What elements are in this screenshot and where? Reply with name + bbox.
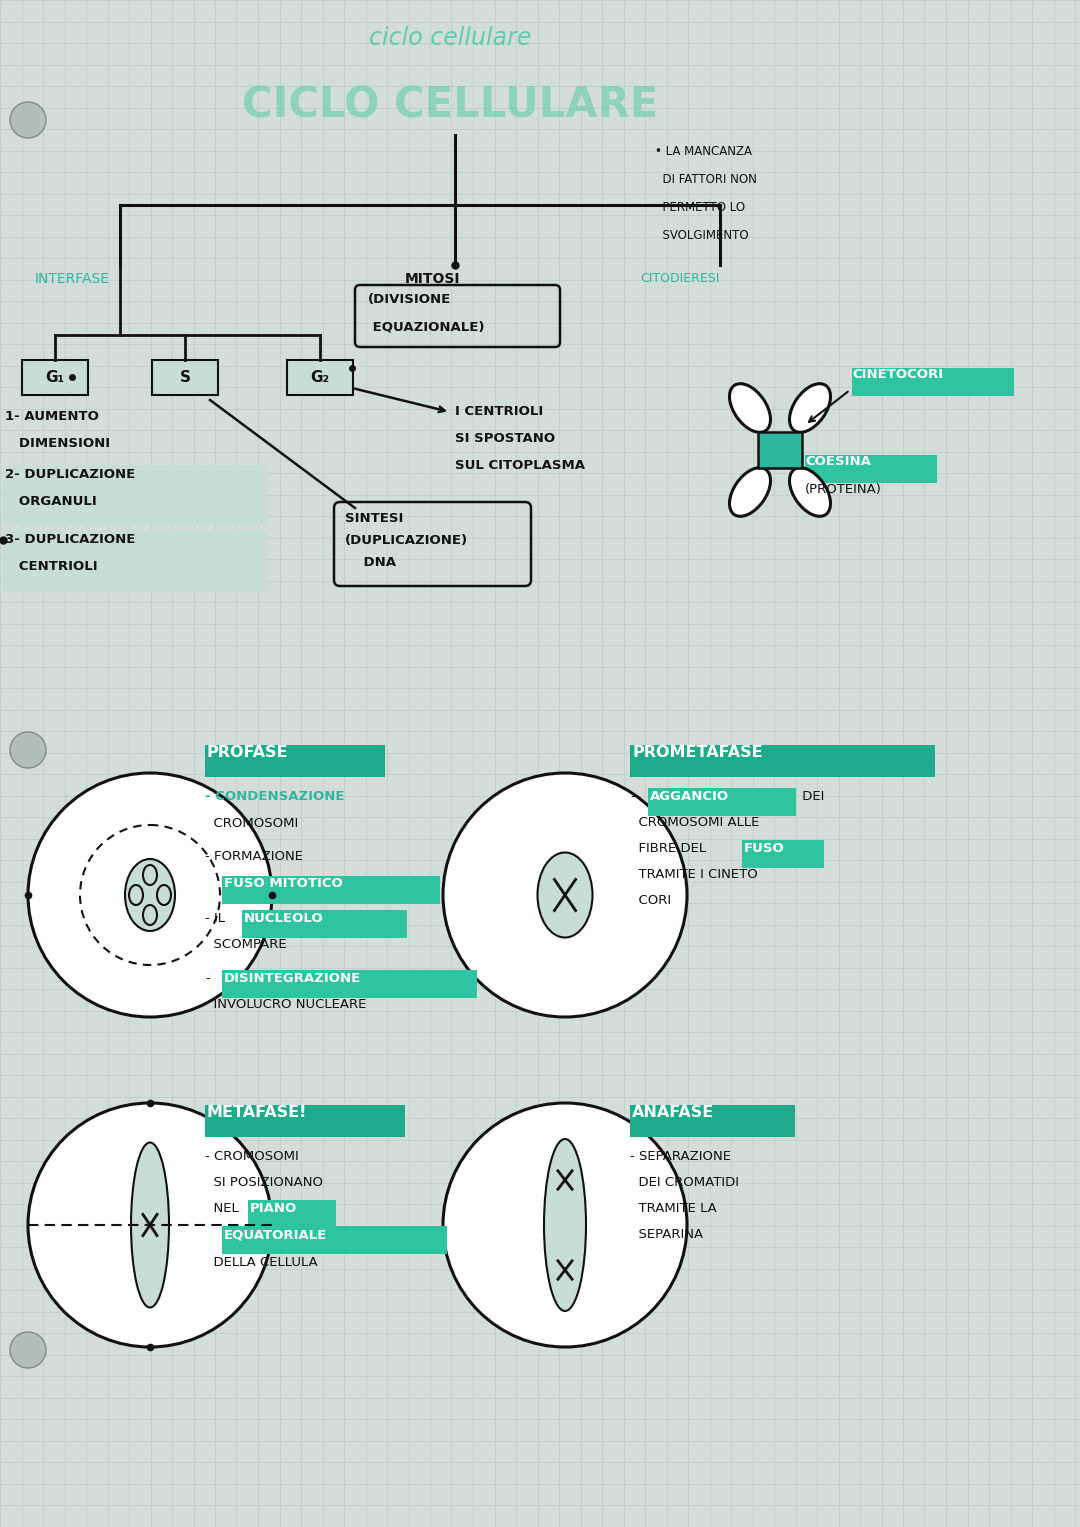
Text: - CROMOSOMI: - CROMOSOMI [205,1150,299,1164]
FancyBboxPatch shape [3,466,268,525]
Text: CENTRIOLI: CENTRIOLI [5,560,97,573]
Text: DNA: DNA [345,556,396,570]
Text: DIMENSIONI: DIMENSIONI [5,437,110,450]
Circle shape [443,1102,687,1347]
Circle shape [10,731,46,768]
Text: FIBRE DEL: FIBRE DEL [630,841,711,855]
Text: PROFASE: PROFASE [207,745,288,760]
Text: - CONDENSAZIONE: - CONDENSAZIONE [205,789,345,803]
Text: SCOMPARE: SCOMPARE [205,938,286,951]
Text: DELLA CELLULA: DELLA CELLULA [205,1257,318,1269]
Text: PIANO: PIANO [249,1202,297,1215]
Text: • LA MANCANZA: • LA MANCANZA [654,145,752,157]
FancyBboxPatch shape [852,368,1014,395]
FancyBboxPatch shape [248,1200,336,1228]
Text: -: - [630,789,635,803]
Text: PERMETTO LO: PERMETTO LO [654,202,745,214]
Text: EQUAZIONALE): EQUAZIONALE) [368,321,485,333]
Text: ciclo cellulare: ciclo cellulare [368,26,531,50]
FancyBboxPatch shape [222,970,477,999]
Text: - SEPARAZIONE: - SEPARAZIONE [630,1150,731,1164]
Ellipse shape [729,383,770,432]
Circle shape [28,773,272,1017]
FancyBboxPatch shape [3,530,268,592]
Text: S: S [179,370,190,385]
Text: DEI: DEI [798,789,824,803]
Text: SUL CITOPLASMA: SUL CITOPLASMA [455,460,585,472]
Text: -: - [205,973,210,985]
Text: TRAMITE I CINETO: TRAMITE I CINETO [630,867,758,881]
FancyBboxPatch shape [205,1106,405,1138]
Text: DEI CROMATIDI: DEI CROMATIDI [630,1176,739,1190]
Ellipse shape [544,1139,586,1312]
Text: 1- AUMENTO: 1- AUMENTO [5,411,99,423]
Text: I CENTRIOLI: I CENTRIOLI [455,405,543,418]
Text: G₁: G₁ [45,370,65,385]
FancyBboxPatch shape [152,360,218,395]
Text: - FORMAZIONE: - FORMAZIONE [205,851,303,863]
Text: SI SPOSTANO: SI SPOSTANO [455,432,555,444]
Text: SVOLGIMENTO: SVOLGIMENTO [654,229,748,241]
Ellipse shape [125,860,175,931]
Text: CROMOSOMI ALLE: CROMOSOMI ALLE [630,815,759,829]
Circle shape [28,1102,272,1347]
Text: G₂: G₂ [310,370,329,385]
FancyBboxPatch shape [242,910,407,938]
FancyBboxPatch shape [22,360,87,395]
Text: DI FATTORI NON: DI FATTORI NON [654,173,757,186]
Text: CINETOCORI: CINETOCORI [852,368,943,382]
Text: FUSO MITOTICO: FUSO MITOTICO [224,876,342,890]
Ellipse shape [789,467,831,516]
Ellipse shape [729,467,770,516]
Circle shape [10,1332,46,1368]
Text: 2- DUPLICAZIONE: 2- DUPLICAZIONE [5,467,135,481]
Text: TRAMITE LA: TRAMITE LA [630,1202,717,1215]
Text: NUCLEOLO: NUCLEOLO [244,912,324,925]
Text: (DUPLICAZIONE): (DUPLICAZIONE) [345,534,468,547]
FancyBboxPatch shape [630,1106,795,1138]
Text: DISINTEGRAZIONE: DISINTEGRAZIONE [224,973,361,985]
Text: INTERFASE: INTERFASE [35,272,110,286]
Circle shape [443,773,687,1017]
Ellipse shape [789,383,831,432]
Text: COESINA: COESINA [805,455,870,467]
FancyBboxPatch shape [805,455,937,483]
Ellipse shape [131,1142,168,1307]
Text: CITODIERESI: CITODIERESI [640,272,719,286]
Text: - IL: - IL [205,912,229,925]
Text: ANAFASE: ANAFASE [632,1106,714,1119]
FancyBboxPatch shape [758,432,802,467]
Text: ORGANULI: ORGANULI [5,495,97,508]
Circle shape [10,102,46,137]
Text: EQUATORIALE: EQUATORIALE [224,1228,327,1241]
FancyBboxPatch shape [630,745,935,777]
Text: INVOLUCRO NUCLEARE: INVOLUCRO NUCLEARE [205,999,366,1011]
Text: CORI: CORI [630,893,671,907]
FancyBboxPatch shape [287,360,353,395]
Text: (DIVISIONE: (DIVISIONE [368,293,451,305]
Text: MITOSI: MITOSI [405,272,460,286]
Text: AGGANCIO: AGGANCIO [650,789,729,803]
Text: SI POSIZIONANO: SI POSIZIONANO [205,1176,323,1190]
Text: CICLO CELLULARE: CICLO CELLULARE [242,84,658,127]
FancyBboxPatch shape [742,840,824,867]
FancyBboxPatch shape [205,745,384,777]
FancyBboxPatch shape [222,1226,447,1254]
Ellipse shape [538,852,593,938]
Text: CROMOSOMI: CROMOSOMI [205,817,298,831]
Text: FUSO: FUSO [744,841,785,855]
Text: SINTESI: SINTESI [345,512,403,525]
Text: NEL: NEL [205,1202,243,1215]
Text: PROMETAFASE: PROMETAFASE [632,745,762,760]
Text: SEPARINA: SEPARINA [630,1228,703,1241]
Text: 3- DUPLICAZIONE: 3- DUPLICAZIONE [5,533,135,547]
Text: (PROTEINA): (PROTEINA) [805,483,882,496]
FancyBboxPatch shape [648,788,796,815]
Text: METAFASE!: METAFASE! [207,1106,308,1119]
FancyBboxPatch shape [222,876,440,904]
